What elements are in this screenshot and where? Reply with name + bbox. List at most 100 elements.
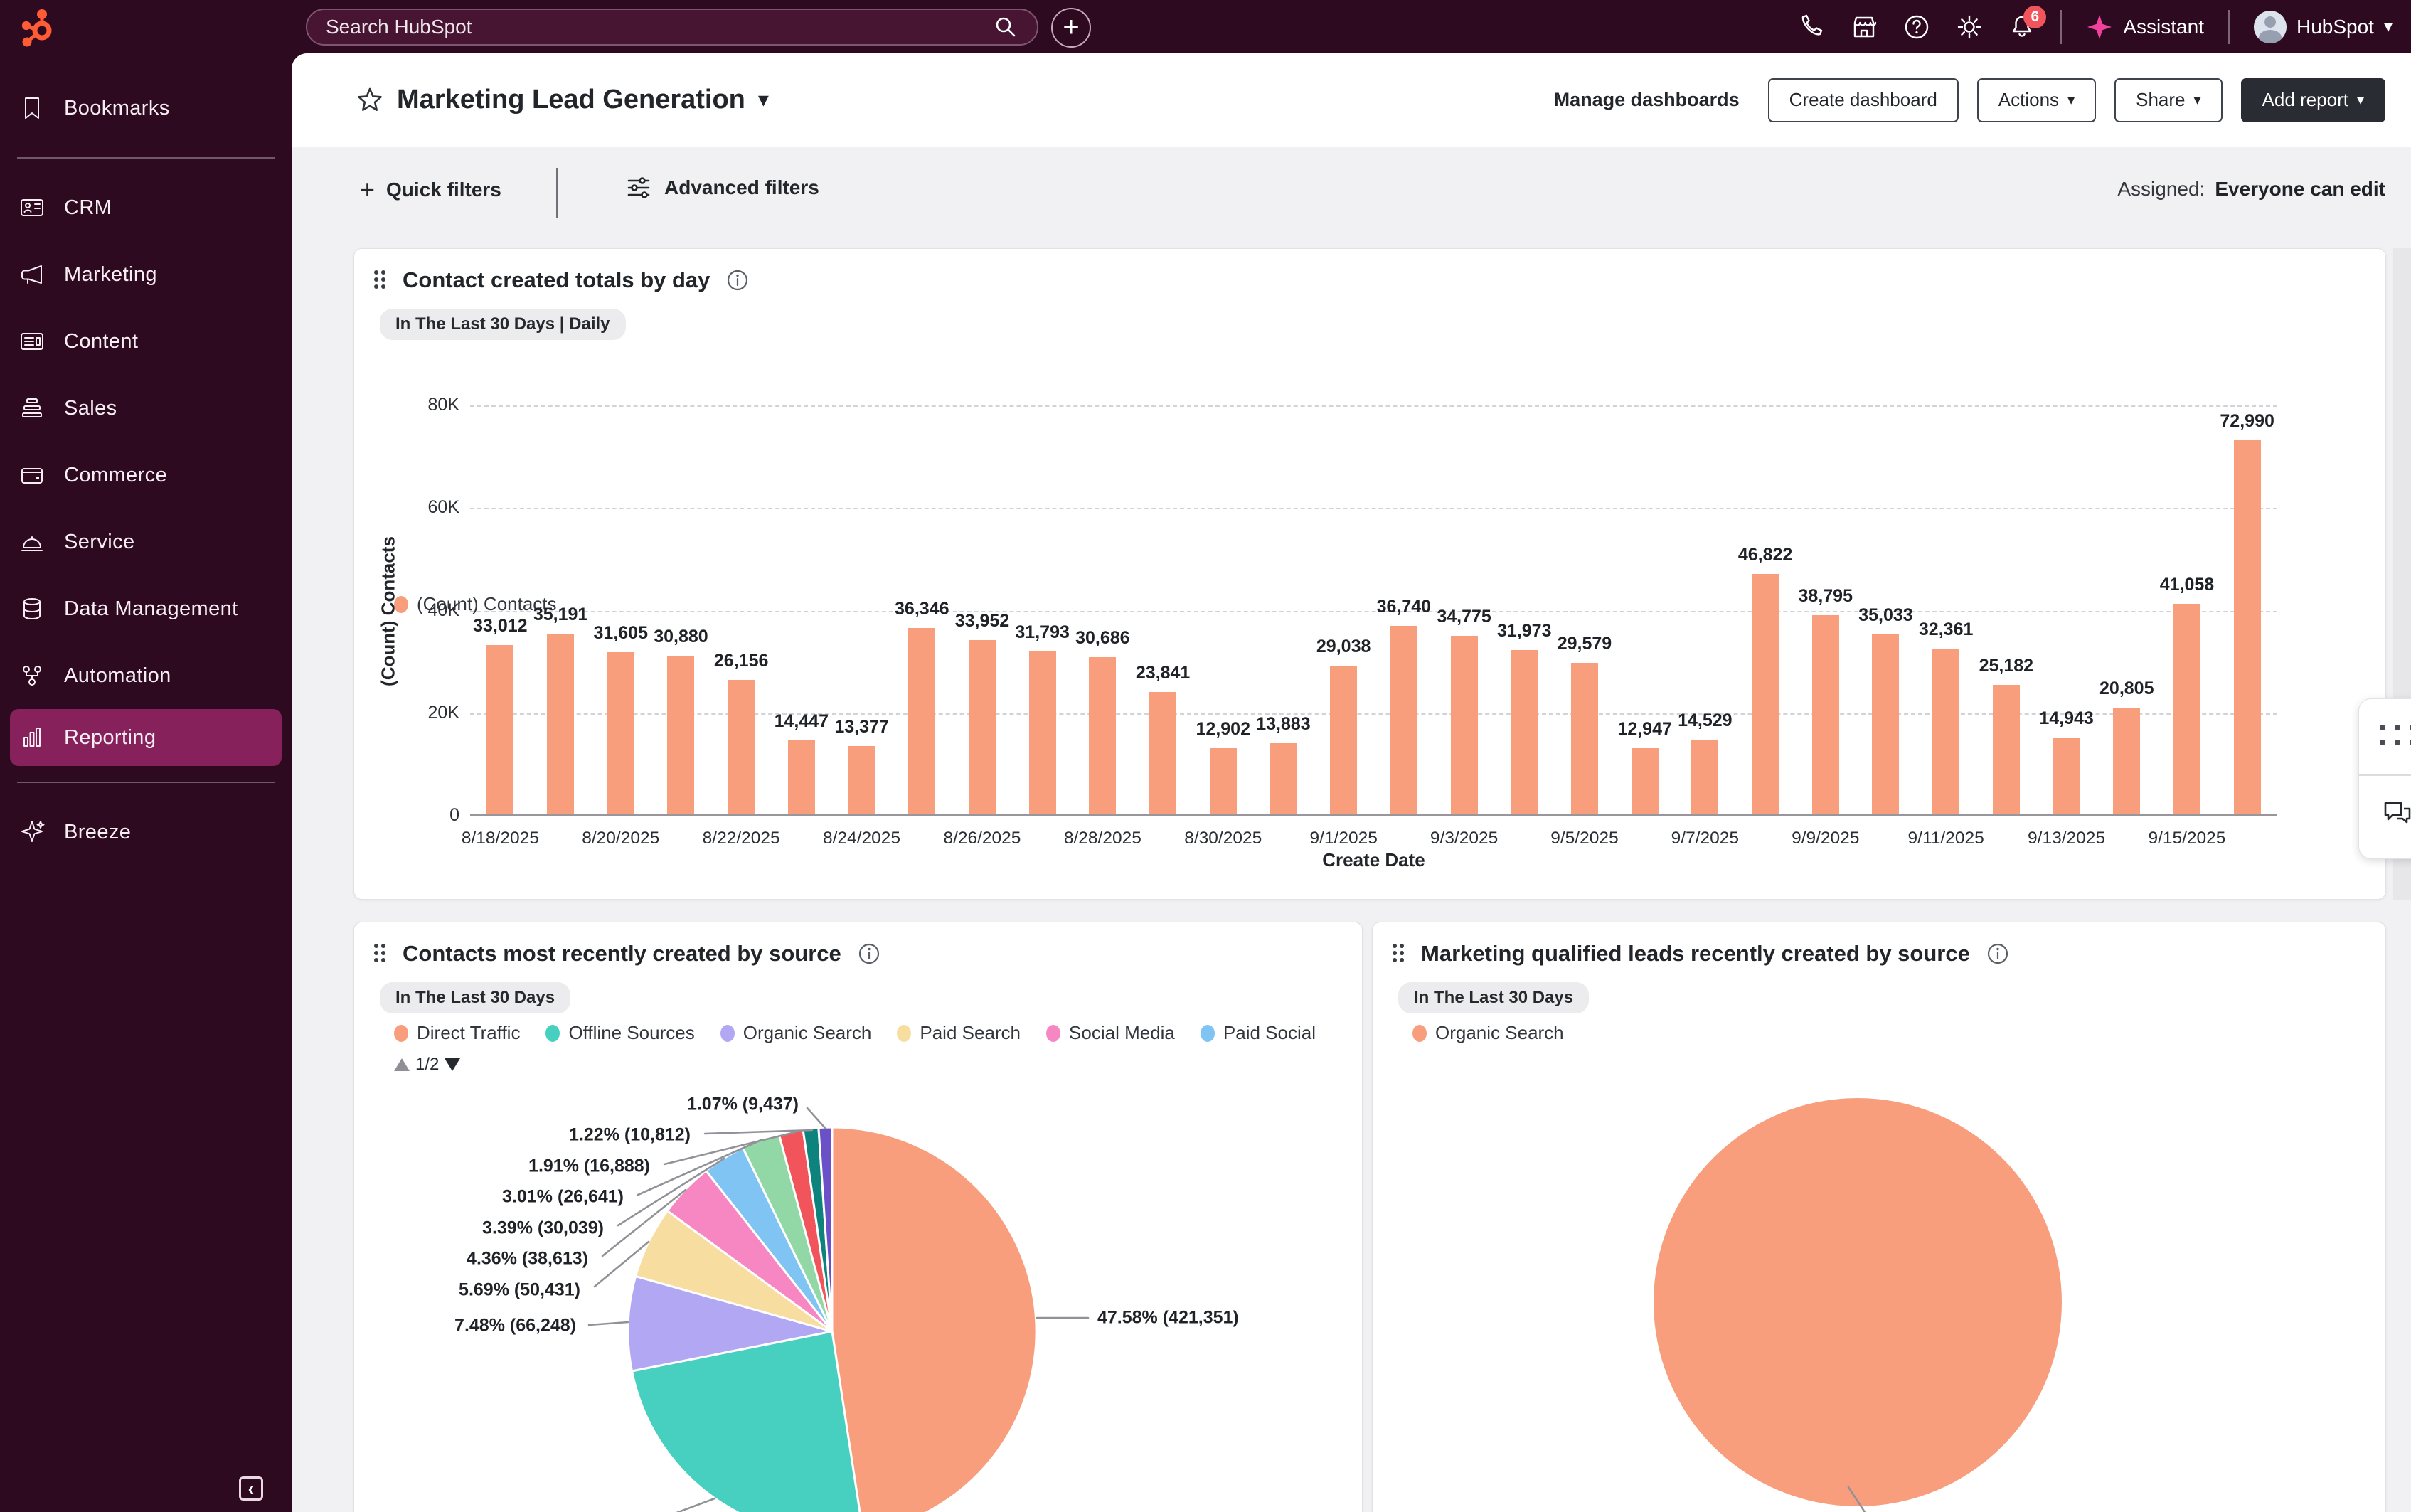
info-icon[interactable] — [725, 268, 750, 292]
favorite-star-icon[interactable] — [356, 86, 384, 115]
legend-item-direct-traffic[interactable]: Direct Traffic — [394, 1022, 520, 1044]
bar-9-14-2025[interactable] — [2113, 708, 2141, 814]
bar-9-10-2025[interactable] — [1872, 634, 1900, 814]
report-title[interactable]: Contact created totals by day — [403, 267, 710, 292]
bar-9-5-2025[interactable] — [1570, 663, 1598, 814]
sidebar-item-content[interactable]: Content — [0, 308, 292, 375]
bar-8-26-2025[interactable] — [968, 640, 996, 814]
sidebar-item-commerce[interactable]: Commerce — [0, 442, 292, 509]
callout-leader-line — [617, 1157, 725, 1227]
collapse-sidebar-button[interactable]: ‹ — [239, 1476, 263, 1501]
bar-9-1-2025[interactable] — [1330, 666, 1358, 814]
advanced-filters-button[interactable]: Advanced filters — [626, 175, 819, 201]
assigned-value[interactable]: Everyone can edit — [2215, 178, 2385, 200]
sidebar-item-reporting[interactable]: Reporting — [10, 709, 282, 766]
bar-9-2-2025[interactable] — [1390, 626, 1417, 814]
sidebar-item-bookmarks[interactable]: Bookmarks — [0, 75, 292, 142]
legend-item-paid-social[interactable]: Paid Social — [1200, 1022, 1316, 1044]
bar-8-20-2025[interactable] — [607, 652, 634, 814]
drag-handle-icon[interactable] — [374, 944, 387, 964]
pie-slice-direct-traffic[interactable] — [831, 1126, 1038, 1512]
x-tick-label: 8/18/2025 — [461, 829, 539, 848]
sidebar-item-automation[interactable]: Automation — [0, 642, 292, 709]
sidebar-item-service[interactable]: Service — [0, 509, 292, 575]
sidebar-item-data-management[interactable]: Data Management — [0, 575, 292, 642]
toolbar-divider — [2359, 774, 2411, 776]
legend-page-up-icon[interactable] — [394, 1058, 410, 1071]
pie-slice-organic-search[interactable] — [627, 1274, 834, 1373]
report-card-contacts-by-source: Contacts most recently created by source… — [353, 922, 1363, 1512]
pie-callout-social-media: 4.36% (38,613) — [467, 1248, 588, 1269]
data-management-icon — [23, 598, 41, 619]
create-dashboard-button[interactable]: Create dashboard — [1767, 78, 1959, 122]
legend-item-social-media[interactable]: Social Media — [1046, 1022, 1175, 1044]
bar-value-label: 12,947 — [1617, 719, 1672, 739]
legend-item-paid-search[interactable]: Paid Search — [897, 1022, 1021, 1044]
hubspot-logo[interactable] — [18, 9, 57, 47]
sidebar-item-label: Data Management — [64, 597, 238, 620]
actions-button[interactable]: Actions ▾ — [1976, 78, 2097, 122]
quick-filters-button[interactable]: + Quick filters — [360, 175, 501, 205]
legend-item[interactable]: Organic Search — [1412, 1022, 1564, 1044]
bar-8-19-2025[interactable] — [547, 634, 575, 814]
report-card-mql-by-source: Marketing qualified leads recently creat… — [1372, 922, 2386, 1512]
bar-9-13-2025[interactable] — [2053, 738, 2080, 814]
bar-8-18-2025[interactable] — [486, 645, 514, 814]
global-search-input[interactable]: Search HubSpot — [306, 9, 1038, 46]
bar-8-24-2025[interactable] — [848, 746, 875, 814]
bar-9-9-2025[interactable] — [1811, 615, 1839, 814]
bar-8-27-2025[interactable] — [1028, 651, 1056, 814]
search-icon[interactable] — [993, 14, 1018, 40]
bar-8-28-2025[interactable] — [1089, 657, 1117, 814]
bar-8-22-2025[interactable] — [728, 680, 755, 814]
sidebar-item-label: CRM — [64, 196, 112, 219]
legend-item-offline-sources[interactable]: Offline Sources — [545, 1022, 695, 1044]
legend-item-organic-search[interactable]: Organic Search — [720, 1022, 871, 1044]
bar-9-11-2025[interactable] — [1932, 649, 1960, 814]
sidebar-item-marketing[interactable]: Marketing — [0, 241, 292, 308]
marketplace-icon[interactable] — [1850, 13, 1878, 41]
legend-page-down-icon[interactable] — [445, 1058, 461, 1071]
bar-9-6-2025[interactable] — [1631, 748, 1659, 814]
manage-dashboards-link[interactable]: Manage dashboards — [1553, 89, 1740, 110]
bar-9-3-2025[interactable] — [1450, 636, 1478, 814]
drag-handle-icon[interactable] — [374, 270, 387, 290]
bar-9-7-2025[interactable] — [1691, 740, 1719, 814]
bar-8-31-2025[interactable] — [1270, 743, 1297, 814]
bar-9-4-2025[interactable] — [1511, 650, 1538, 814]
quick-create-button[interactable]: + — [1051, 8, 1091, 48]
account-menu[interactable]: HubSpot ▾ — [2253, 10, 2393, 43]
comments-icon[interactable] — [2381, 797, 2411, 830]
bar-8-30-2025[interactable] — [1209, 748, 1237, 814]
drag-handle-icon[interactable] — [1393, 944, 1405, 964]
pie-chart[interactable] — [1373, 922, 2386, 1512]
sidebar-item-breeze[interactable]: Breeze — [0, 799, 292, 866]
settings-icon[interactable] — [1955, 13, 1984, 41]
sidebar-item-crm[interactable]: CRM — [0, 174, 292, 241]
report-title[interactable]: Contacts most recently created by source — [403, 941, 841, 966]
pie-slice-organic-search[interactable] — [1654, 1098, 2062, 1506]
bar-8-23-2025[interactable] — [787, 740, 815, 814]
bar-9-12-2025[interactable] — [1992, 685, 2020, 814]
bar-9-8-2025[interactable] — [1752, 574, 1779, 814]
pie-chart[interactable] — [354, 922, 1363, 1512]
report-title[interactable]: Marketing qualified leads recently creat… — [1421, 941, 1970, 966]
share-button[interactable]: Share ▾ — [2114, 78, 2223, 122]
bar-8-21-2025[interactable] — [667, 656, 695, 814]
bar-8-29-2025[interactable] — [1149, 692, 1177, 814]
bar-9-15-2025[interactable] — [2173, 604, 2200, 814]
dashboard-switcher-caret-icon[interactable]: ▾ — [757, 88, 769, 112]
add-report-button[interactable]: Add report ▾ — [2240, 78, 2385, 122]
notifications-icon[interactable]: 6 — [2008, 5, 2047, 41]
help-icon[interactable] — [1902, 13, 1931, 41]
bar-8-25-2025[interactable] — [908, 628, 936, 814]
x-tick-label: 8/22/2025 — [702, 829, 780, 848]
bar-9-16-2025[interactable] — [2233, 440, 2261, 814]
calling-icon[interactable] — [1797, 13, 1826, 41]
x-tick-label: 8/28/2025 — [1063, 829, 1141, 848]
info-icon[interactable] — [857, 942, 881, 966]
info-icon[interactable] — [1986, 942, 2010, 966]
drag-grid-icon[interactable] — [2380, 725, 2411, 745]
assistant-button[interactable]: Assistant — [2086, 14, 2204, 41]
sidebar-item-sales[interactable]: Sales — [0, 375, 292, 442]
